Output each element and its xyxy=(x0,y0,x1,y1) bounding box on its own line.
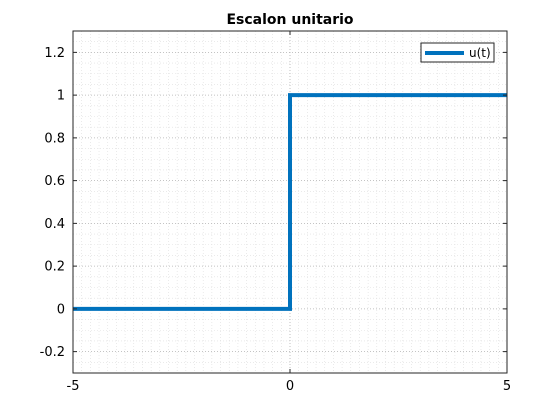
series-line-0 xyxy=(73,93,507,311)
x-tick-label: -5 xyxy=(67,379,80,394)
x-tick-label: 5 xyxy=(503,379,511,394)
y-tick-label: 1 xyxy=(57,89,65,104)
y-tick-label: 0.8 xyxy=(44,131,65,146)
series-layer xyxy=(73,93,507,311)
y-tick-label: 0.2 xyxy=(44,260,65,275)
y-tick-label: 0 xyxy=(57,302,65,317)
y-tick-label: 1.2 xyxy=(44,46,65,61)
y-tick-label: 0.6 xyxy=(44,174,65,189)
legend: u(t) xyxy=(420,42,495,63)
ticks-layer xyxy=(72,31,508,373)
legend-label-u-t: u(t) xyxy=(469,46,491,60)
tick-labels: -5 0 5 -0.2 0 0.2 0.4 0.6 0.8 1 1.2 xyxy=(40,46,512,394)
x-tick-label: 0 xyxy=(286,379,294,394)
y-tick-label: -0.2 xyxy=(40,345,65,360)
chart-title: Escalon unitario xyxy=(226,12,353,28)
y-tick-label: 0.4 xyxy=(44,217,65,232)
